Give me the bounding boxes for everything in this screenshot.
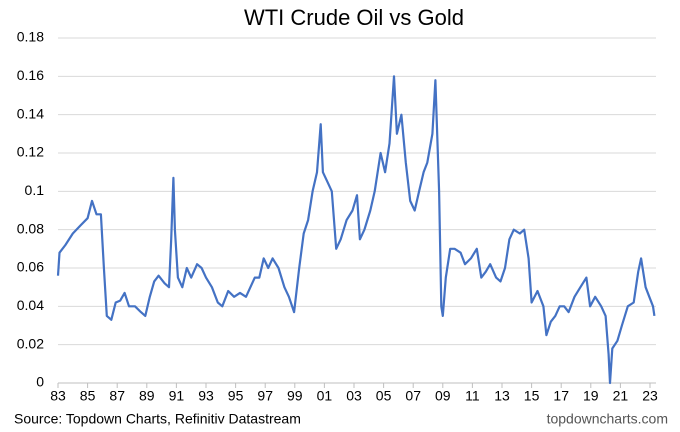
x-tick-label: 83 [50,388,66,404]
x-tick-label: 05 [376,388,392,404]
x-tick-label: 23 [642,388,658,404]
y-tick-label: 0.06 [17,259,44,275]
y-tick-label: 0.04 [17,297,44,313]
x-tick-label: 03 [346,388,362,404]
y-tick-label: 0.16 [17,67,44,83]
x-tick-label: 09 [435,388,451,404]
x-tick-label: 97 [257,388,273,404]
y-tick-label: 0.1 [25,182,45,198]
chart-title: WTI Crude Oil vs Gold [244,5,464,30]
data-line [56,75,656,385]
y-tick-label: 0.14 [17,105,44,121]
y-tick-label: 0.18 [17,29,44,45]
x-tick-label: 95 [228,388,244,404]
y-tick-label: 0 [36,374,44,390]
x-tick-label: 99 [287,388,303,404]
y-tick-label: 0.12 [17,144,44,160]
x-tick-label: 15 [524,388,540,404]
x-tick-label: 17 [553,388,569,404]
x-tick-label: 11 [465,388,480,404]
x-tick-label: 21 [613,388,629,404]
y-tick-label: 0.02 [17,335,44,351]
x-tick-label: 91 [169,388,185,404]
x-tick-label: 13 [494,388,510,404]
y-tick-label: 0.08 [17,220,44,236]
x-tick-label: 89 [139,388,155,404]
source: Source: Topdown Charts, Refinitiv Datast… [14,411,301,427]
x-tick-label: 87 [109,388,125,404]
x-tick-label: 19 [583,388,599,404]
watermark: topdowncharts.com [547,411,668,427]
x-tick-label: 93 [198,388,214,404]
x-tick-label: 01 [317,388,333,404]
x-tick-label: 85 [80,388,96,404]
x-tick-label: 07 [405,388,421,404]
